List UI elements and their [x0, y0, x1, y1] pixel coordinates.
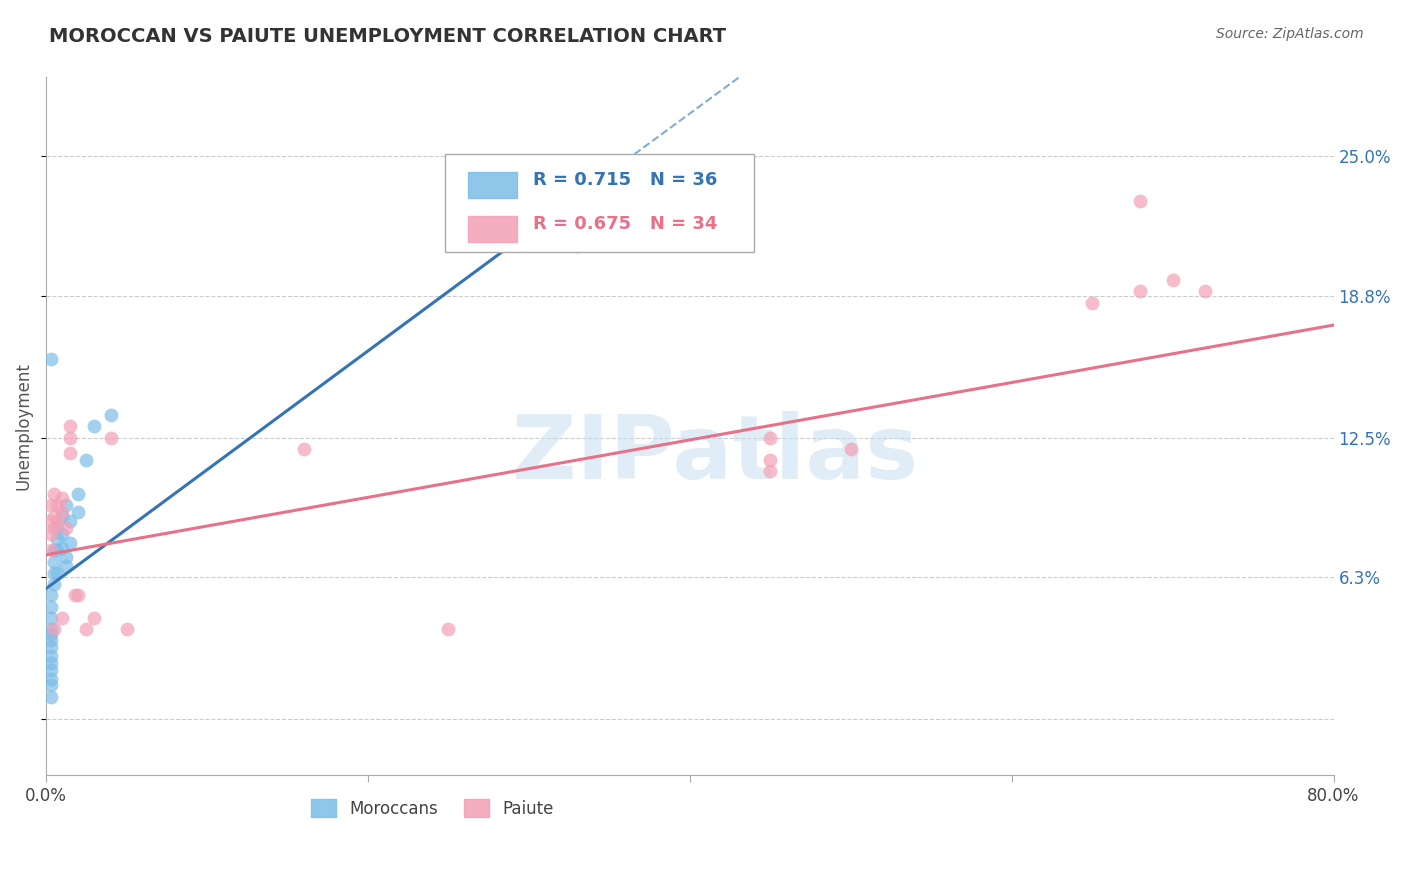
Point: [46, 521, 69, 535]
Point: [55, 498, 77, 512]
Point: [115, 622, 138, 636]
Text: MOROCCAN VS PAIUTE UNEMPLOYMENT CORRELATION CHART: MOROCCAN VS PAIUTE UNEMPLOYMENT CORRELAT…: [49, 27, 727, 45]
Legend: Moroccans, Paiute: Moroccans, Paiute: [305, 793, 560, 824]
Point: [759, 465, 782, 479]
Point: [44, 622, 66, 636]
Point: [39, 498, 62, 512]
Point: [1161, 273, 1184, 287]
Point: [44, 487, 66, 501]
Point: [39, 599, 62, 614]
Text: R = 0.675   N = 34: R = 0.675 N = 34: [533, 215, 717, 233]
Point: [1081, 295, 1104, 310]
Point: [75, 453, 97, 467]
Point: [55, 549, 77, 564]
Point: [67, 487, 90, 501]
Point: [51, 509, 73, 524]
Point: [51, 491, 73, 506]
Point: [46, 566, 69, 580]
Point: [46, 514, 69, 528]
Point: [39, 690, 62, 704]
Bar: [468, 216, 517, 242]
Point: [759, 431, 782, 445]
Point: [39, 678, 62, 692]
Point: [39, 672, 62, 686]
Point: [83, 611, 105, 625]
Point: [75, 622, 97, 636]
Point: [567, 239, 589, 253]
Point: [44, 509, 66, 524]
Point: [67, 505, 90, 519]
Point: [59, 446, 82, 460]
Point: [63, 588, 86, 602]
Point: [39, 656, 62, 670]
Text: ZIPatlas: ZIPatlas: [512, 411, 918, 498]
Point: [46, 543, 69, 558]
Text: R = 0.715   N = 36: R = 0.715 N = 36: [533, 170, 717, 188]
FancyBboxPatch shape: [446, 154, 754, 252]
Point: [44, 554, 66, 568]
Point: [44, 521, 66, 535]
Point: [1194, 285, 1216, 299]
Point: [39, 663, 62, 677]
Point: [51, 527, 73, 541]
Point: [44, 577, 66, 591]
Point: [759, 453, 782, 467]
Point: [67, 588, 90, 602]
Point: [46, 498, 69, 512]
Point: [39, 351, 62, 366]
Point: [39, 611, 62, 625]
Point: [437, 622, 460, 636]
Point: [59, 431, 82, 445]
Y-axis label: Unemployment: Unemployment: [15, 362, 32, 491]
Point: [39, 626, 62, 640]
Point: [1129, 285, 1152, 299]
Point: [1129, 194, 1152, 209]
Point: [46, 532, 69, 546]
Point: [39, 588, 62, 602]
Point: [39, 633, 62, 648]
Point: [51, 611, 73, 625]
Point: [39, 649, 62, 664]
Point: [39, 527, 62, 541]
Point: [39, 640, 62, 654]
Text: Source: ZipAtlas.com: Source: ZipAtlas.com: [1216, 27, 1364, 41]
Point: [100, 431, 122, 445]
Point: [292, 442, 315, 456]
Point: [839, 442, 862, 456]
Point: [44, 543, 66, 558]
Point: [51, 505, 73, 519]
Point: [44, 566, 66, 580]
Point: [59, 514, 82, 528]
Point: [39, 543, 62, 558]
Point: [39, 622, 62, 636]
Bar: [468, 171, 517, 198]
Point: [55, 521, 77, 535]
Point: [59, 536, 82, 550]
Point: [59, 419, 82, 434]
Point: [83, 419, 105, 434]
Point: [55, 559, 77, 574]
Point: [51, 541, 73, 555]
Point: [100, 408, 122, 422]
Point: [39, 514, 62, 528]
